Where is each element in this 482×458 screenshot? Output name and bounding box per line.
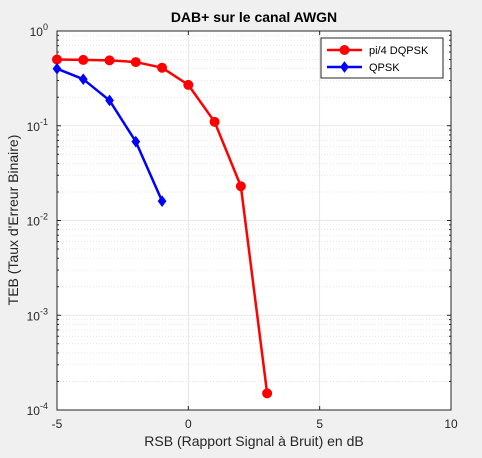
data-point [52, 62, 62, 75]
y-tick-label: 10-1 [27, 117, 48, 134]
x-tick-label: 0 [185, 417, 192, 431]
series-group [52, 54, 273, 399]
legend-label: pi/4 DQPSK [369, 45, 429, 57]
data-point [104, 55, 115, 66]
data-point [183, 79, 194, 90]
y-tick-labels: 10-4 10-3 10-2 10-1 100 [27, 22, 48, 418]
data-point [131, 135, 141, 148]
legend: pi/4 DQPSK QPSK [320, 37, 444, 79]
data-point [78, 54, 89, 65]
data-point [157, 195, 167, 207]
y-axis-label: TEB (Taux d'Erreur Binaire) [5, 135, 21, 306]
y-tick-label: 100 [30, 22, 48, 39]
series-pi-4-dqpsk [52, 54, 273, 399]
legend-marker [339, 45, 350, 55]
x-axis-label: RSB (Rapport Signal à Bruit) en dB [144, 433, 363, 449]
y-tick-label: 10-2 [27, 212, 48, 229]
legend-marker [340, 61, 349, 73]
data-point [78, 73, 88, 86]
data-point [105, 94, 114, 107]
legend-label: QPSK [369, 62, 400, 74]
x-tick-label: 5 [316, 417, 323, 431]
x-tick-label: 10 [444, 417, 458, 431]
y-tick-label: 10-3 [27, 306, 48, 323]
data-point [235, 181, 246, 192]
x-tick-label: -5 [52, 417, 63, 431]
y-tick-label: 10-4 [27, 401, 48, 418]
legend-box [320, 37, 444, 79]
chart-title: DAB+ sur le canal AWGN [171, 9, 337, 25]
x-tick-labels: -5 0 5 10 [52, 417, 458, 431]
data-point [157, 62, 168, 73]
series-qpsk [52, 62, 167, 207]
data-point [130, 57, 141, 68]
data-point [209, 116, 220, 127]
data-point [262, 388, 273, 399]
data-point [52, 54, 62, 65]
